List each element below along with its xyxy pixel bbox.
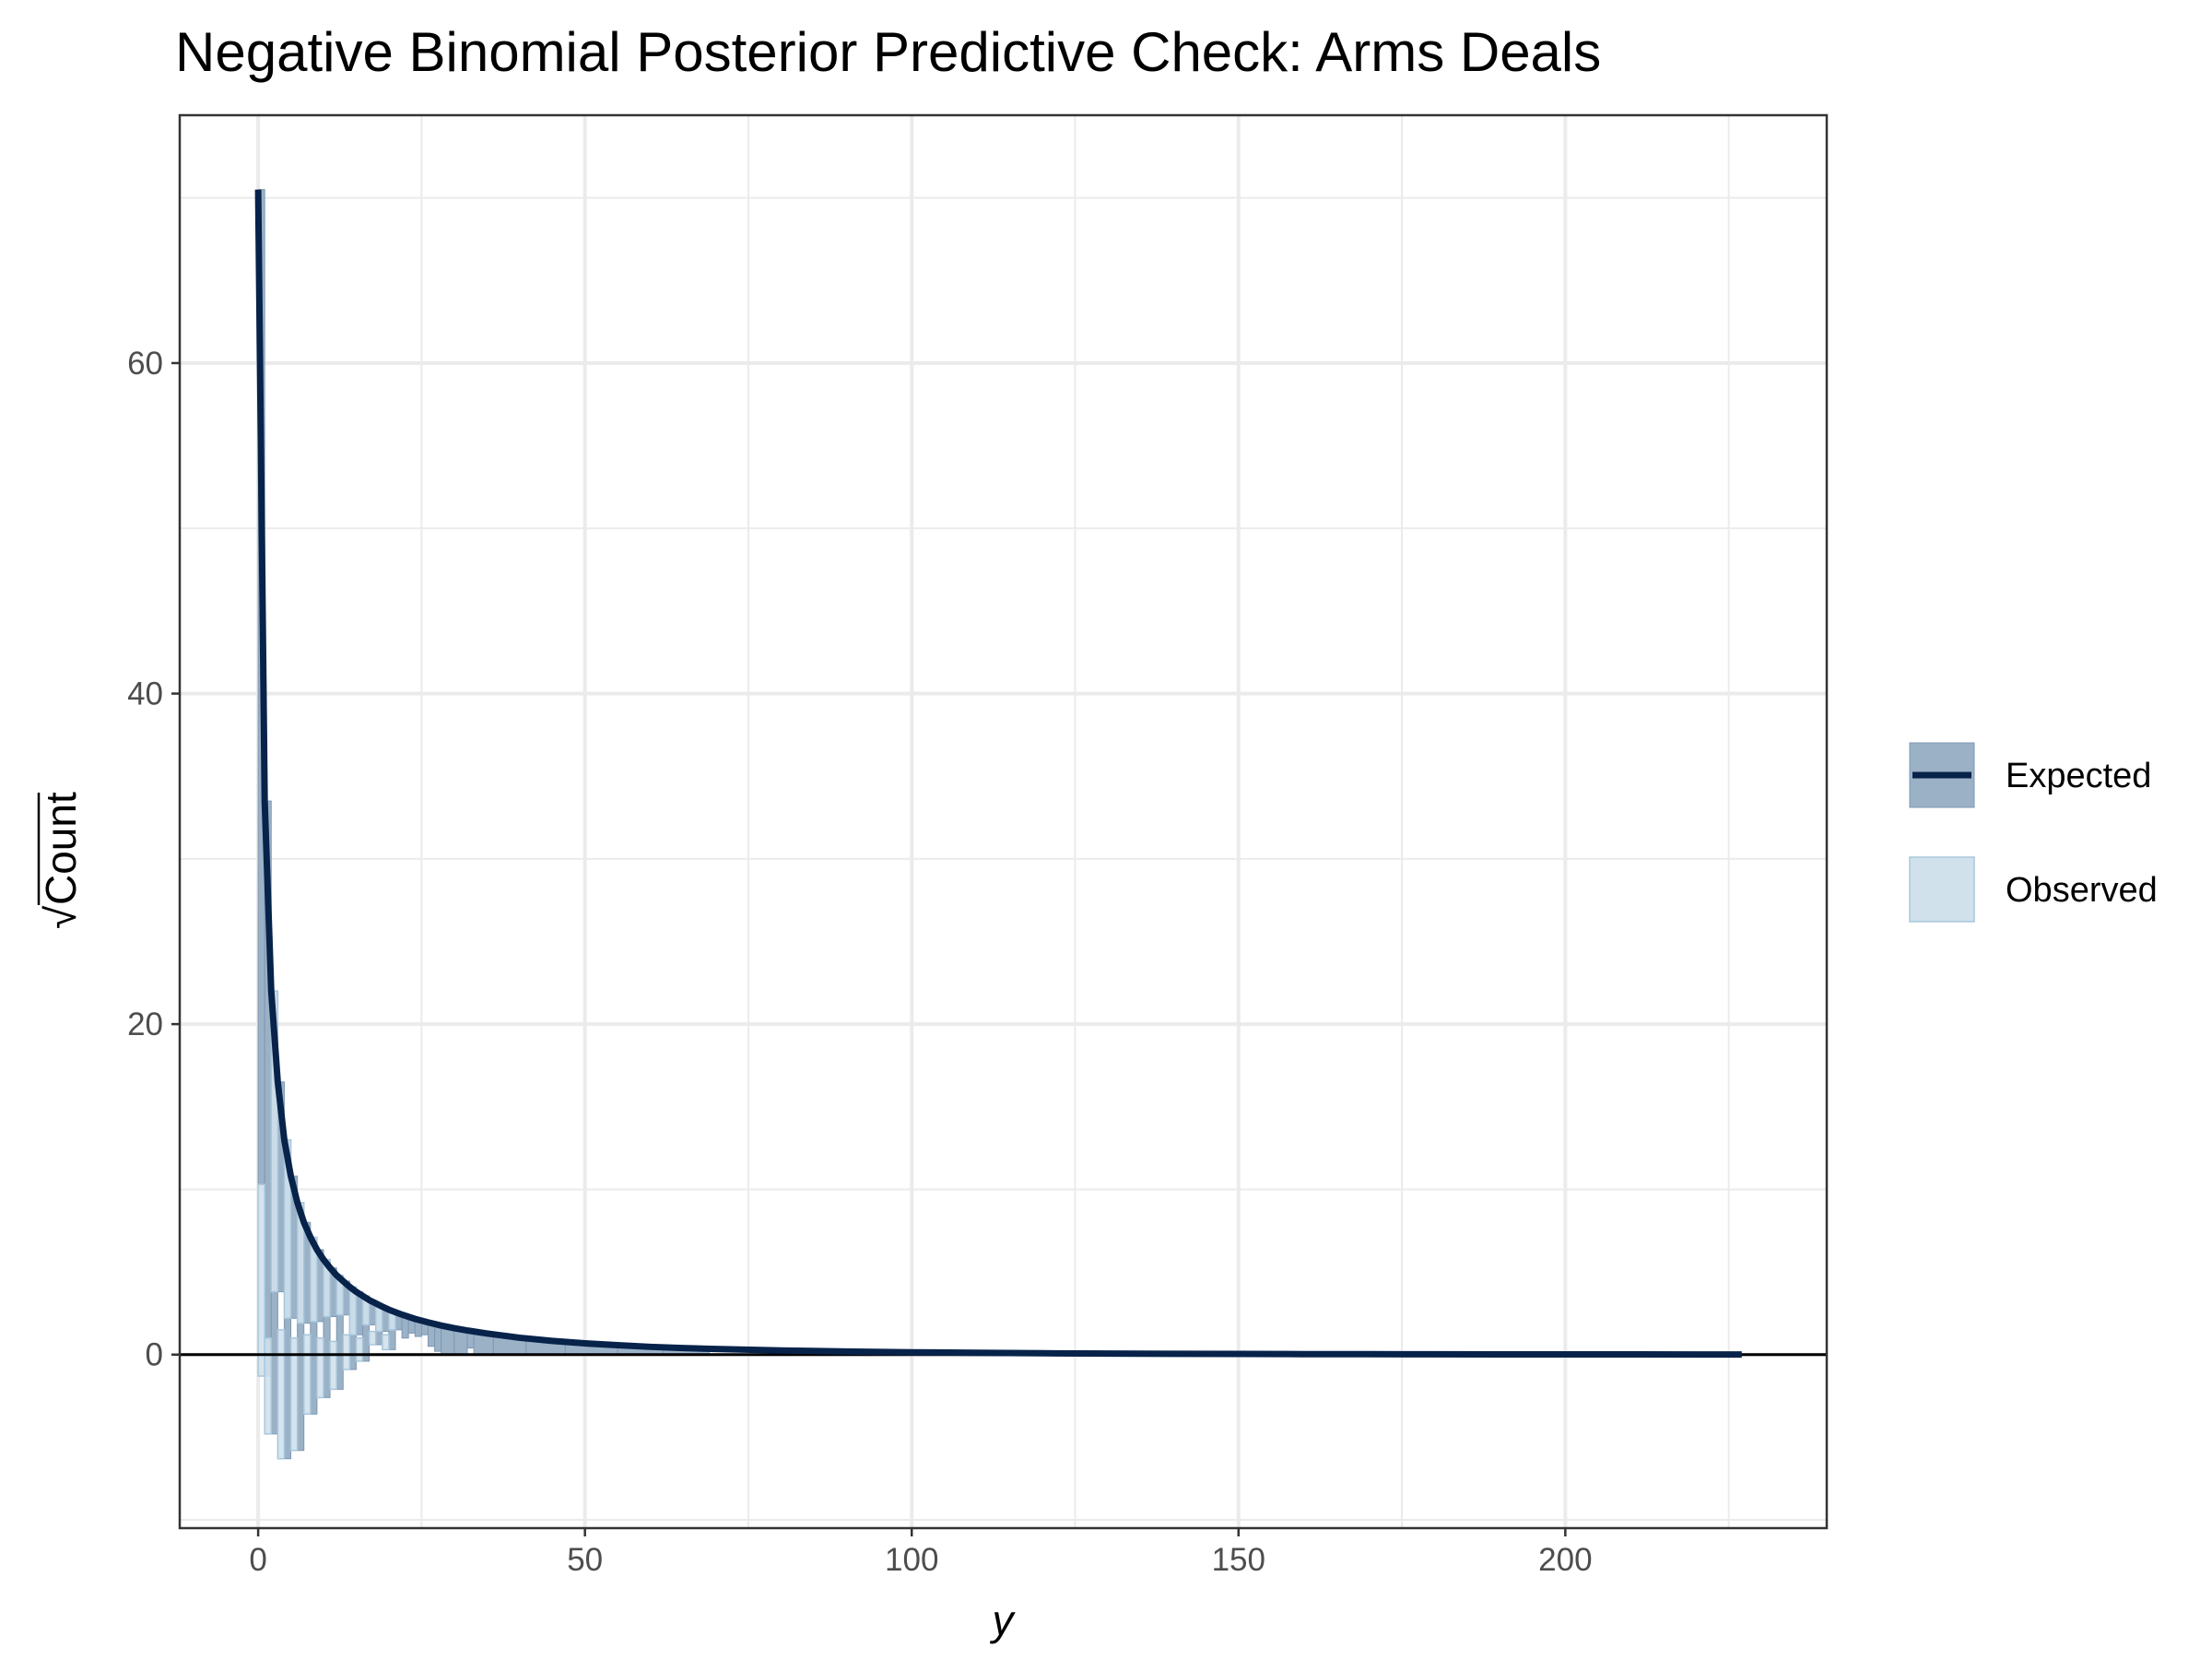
x-tick-label: 100: [885, 1542, 938, 1578]
y-axis-title-radical: √: [37, 905, 85, 929]
observed-bar: [368, 1330, 377, 1346]
x-tick-label: 150: [1212, 1542, 1265, 1578]
observed-bar: [342, 1334, 351, 1371]
expected-line: [254, 189, 1742, 1359]
y-tick-label: 40: [127, 677, 163, 712]
observed-bar: [276, 1329, 286, 1460]
legend: Expected Observed: [1909, 742, 2158, 923]
observed-bar: [316, 1337, 324, 1399]
observed-bar: [264, 1337, 273, 1435]
observed-bar: [329, 1340, 337, 1391]
panel-border: [178, 113, 1829, 1530]
chart-title: Negative Binomial Posterior Predictive C…: [175, 21, 1601, 83]
axes: 0 50 100 150 200 0 20 40 60: [127, 346, 1592, 1578]
x-axis-title: y: [990, 1596, 1017, 1644]
y-axis-title-text: Count: [37, 792, 85, 905]
x-tick-label: 0: [249, 1542, 266, 1578]
observed-bar: [289, 1337, 299, 1452]
x-tick-label: 200: [1538, 1542, 1592, 1578]
legend-key-observed: [1909, 856, 1975, 923]
y-tick-label: 60: [127, 346, 163, 382]
observed-bar: [302, 1334, 312, 1416]
observed-bar: [270, 990, 279, 1293]
legend-label-observed: Observed: [2006, 871, 2158, 910]
x-tick-label: 50: [567, 1542, 603, 1578]
observed-bar: [355, 1337, 364, 1362]
y-tick-label: 0: [146, 1337, 163, 1373]
legend-label-expected: Expected: [2006, 757, 2151, 795]
y-tick-label: 20: [127, 1006, 163, 1042]
observed-bar: [382, 1334, 390, 1351]
observed-bar: [257, 1183, 265, 1377]
y-axis-title: √ Count: [37, 792, 85, 929]
